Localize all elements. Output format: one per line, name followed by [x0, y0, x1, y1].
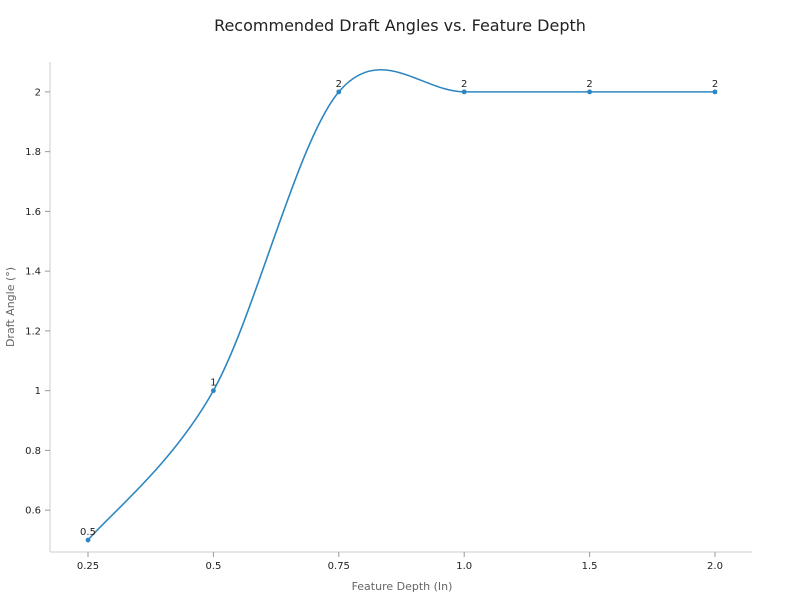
data-label: 0.5 — [80, 527, 96, 538]
y-tick-label: 1.8 — [25, 147, 41, 158]
y-tick-label: 1.4 — [25, 267, 41, 278]
data-label: 2 — [461, 79, 467, 90]
data-label: 2 — [586, 79, 592, 90]
data-point — [712, 89, 718, 95]
data-point — [461, 89, 467, 95]
x-tick-label: 1.0 — [456, 561, 472, 572]
y-tick-label: 0.8 — [25, 446, 41, 457]
y-tick-label: 0.6 — [25, 506, 41, 517]
x-axis-ticks: 0.25 0.5 0.75 1.0 1.5 2.0 — [77, 552, 723, 572]
data-point — [336, 89, 342, 95]
data-point — [85, 537, 91, 543]
x-tick-label: 1.5 — [582, 561, 598, 572]
x-tick-label: 0.75 — [328, 561, 350, 572]
y-tick-label: 2 — [35, 87, 41, 98]
data-label: 1 — [210, 378, 216, 389]
data-labels: 0.5 1 2 2 2 2 — [80, 79, 718, 538]
x-axis-title: Feature Depth (In) — [352, 580, 453, 593]
data-point — [587, 89, 592, 95]
series-line — [87, 69, 715, 541]
data-label: 2 — [336, 79, 342, 90]
data-label: 2 — [712, 79, 718, 90]
chart-title: Recommended Draft Angles vs. Feature Dep… — [214, 16, 586, 35]
y-axis-ticks: 0.6 0.8 1 1.2 1.4 1.6 1.8 2 — [25, 87, 50, 517]
y-axis-title: Draft Angle (°) — [4, 267, 17, 347]
y-tick-label: 1 — [35, 386, 41, 397]
y-tick-label: 1.2 — [25, 326, 41, 337]
x-tick-label: 2.0 — [707, 561, 723, 572]
series-points — [85, 89, 718, 543]
x-tick-label: 0.25 — [77, 561, 99, 572]
x-tick-label: 0.5 — [205, 561, 221, 572]
y-tick-label: 1.6 — [25, 207, 41, 218]
data-point — [211, 388, 216, 394]
